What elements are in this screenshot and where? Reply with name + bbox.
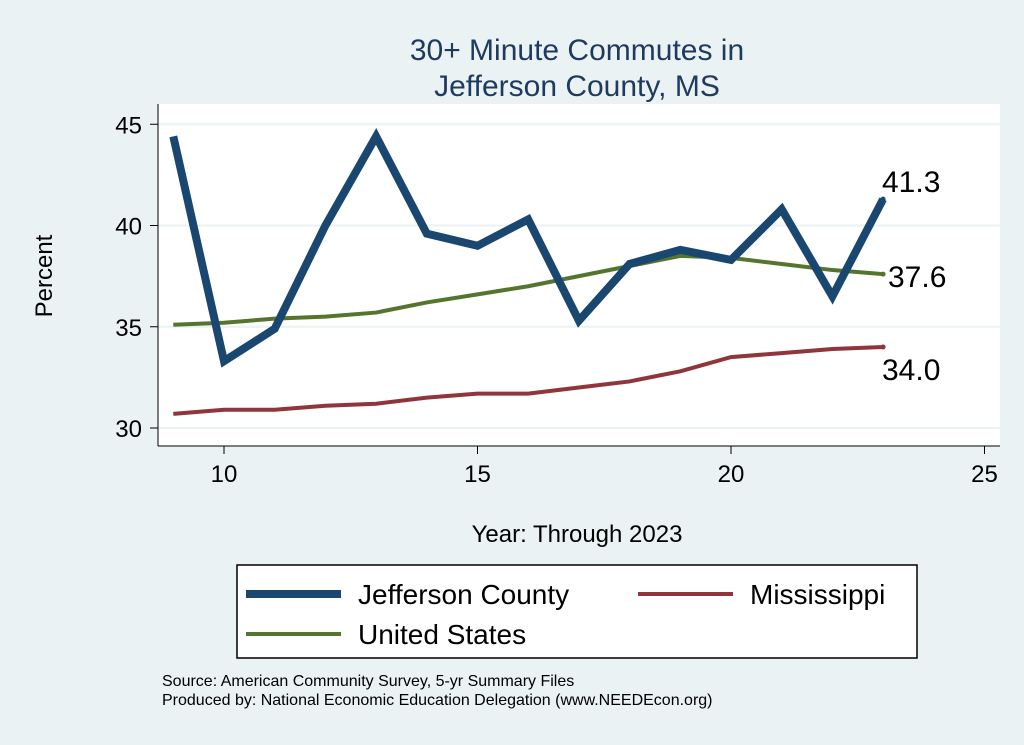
end-label: 37.6	[888, 261, 946, 294]
legend-box	[236, 564, 918, 659]
end-label: 34.0	[882, 354, 940, 387]
legend-label: Mississippi	[750, 579, 885, 610]
end-label: 41.3	[882, 166, 940, 199]
producer-note: Produced by: National Economic Education…	[162, 692, 713, 709]
source-note: Source: American Community Survey, 5-yr …	[162, 673, 575, 690]
y-tick-label: 45	[115, 112, 142, 139]
x-tick-label: 10	[211, 461, 238, 488]
legend-label: United States	[358, 619, 526, 650]
x-axis-label: Year: Through 2023	[472, 521, 683, 548]
y-tick-label: 40	[115, 214, 142, 241]
end-point	[880, 271, 886, 277]
x-tick-label: 25	[971, 461, 998, 488]
x-tick-label: 15	[464, 461, 491, 488]
end-point	[880, 196, 886, 202]
legend-label: Jefferson County	[358, 579, 569, 610]
series-line-united-states	[173, 253, 884, 327]
y-tick-label: 30	[115, 416, 142, 443]
y-tick-label: 35	[115, 315, 142, 342]
end-point	[880, 344, 886, 350]
chart-title-line2: Jefferson County, MS	[434, 70, 720, 103]
x-tick-label: 20	[718, 461, 745, 488]
y-axis-label: Percent	[31, 234, 58, 317]
series-line-jefferson-county	[169, 128, 887, 368]
chart-title-line1: 30+ Minute Commutes in	[410, 34, 744, 67]
series-line-mississippi	[173, 345, 884, 416]
